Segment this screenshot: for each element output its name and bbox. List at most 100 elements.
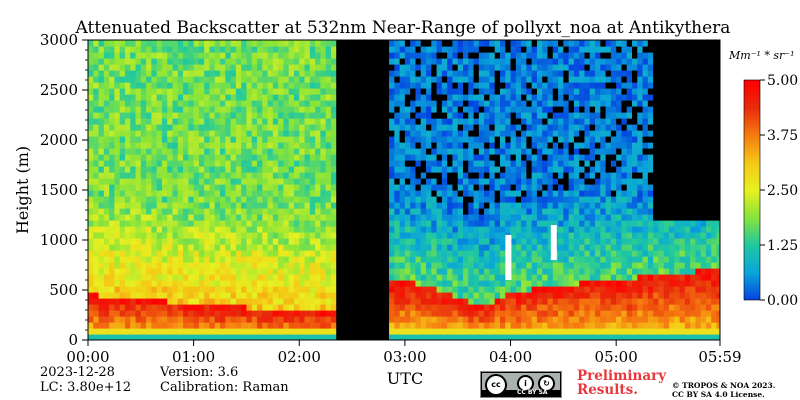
heatmap-cell xyxy=(610,268,617,275)
heatmap-cell xyxy=(88,82,94,89)
heatmap-cell xyxy=(431,172,438,179)
heatmap-cell xyxy=(119,268,126,275)
heatmap-cell xyxy=(241,76,248,83)
heatmap-cell xyxy=(584,124,591,131)
heatmap-cell xyxy=(420,82,427,89)
heatmap-cell xyxy=(204,274,211,281)
heatmap-cell xyxy=(320,160,327,167)
heatmap-cell xyxy=(499,280,506,287)
heatmap-cell xyxy=(283,244,290,251)
heatmap-cell xyxy=(214,184,221,191)
heatmap-cell xyxy=(510,88,517,95)
heatmap-cell xyxy=(457,244,464,251)
heatmap-cell xyxy=(315,178,321,185)
heatmap-cell xyxy=(463,184,469,191)
heatmap-cell xyxy=(447,196,454,203)
heatmap-cell xyxy=(320,262,327,269)
heatmap-cell xyxy=(304,208,311,215)
heatmap-cell xyxy=(367,112,374,119)
heatmap-cell xyxy=(230,232,237,239)
heatmap-cell xyxy=(579,268,586,275)
heatmap-cell xyxy=(278,250,285,257)
heatmap-cell xyxy=(209,94,216,101)
heatmap-cell xyxy=(568,280,575,287)
heatmap-cell xyxy=(124,334,131,340)
heatmap-cell xyxy=(610,304,617,311)
heatmap-cell xyxy=(531,148,538,155)
heatmap-cell xyxy=(378,310,385,317)
heatmap-cell xyxy=(230,190,237,197)
heatmap-cell xyxy=(293,226,300,233)
heatmap-cell xyxy=(426,76,432,83)
heatmap-cell xyxy=(278,52,285,59)
heatmap-cell xyxy=(204,136,211,143)
heatmap-cell xyxy=(98,202,105,209)
heatmap-cell xyxy=(183,334,189,340)
heatmap-cell xyxy=(124,70,131,77)
heatmap-cell xyxy=(420,274,427,281)
heatmap-cell xyxy=(431,124,438,131)
heatmap-cell xyxy=(373,328,380,335)
heatmap-cell xyxy=(330,82,337,89)
heatmap-cell xyxy=(188,334,195,340)
heatmap-cell xyxy=(119,160,126,167)
heatmap-cell xyxy=(542,130,549,137)
heatmap-cell xyxy=(220,76,226,83)
heatmap-cell xyxy=(251,250,258,257)
heatmap-cell xyxy=(389,214,395,221)
heatmap-cell xyxy=(547,142,554,149)
heatmap-cell xyxy=(172,148,179,155)
heatmap-cell xyxy=(198,82,205,89)
heatmap-cell xyxy=(505,334,512,340)
heatmap-cell xyxy=(579,154,586,161)
heatmap-cell xyxy=(526,274,533,281)
heatmap-cell xyxy=(188,124,195,131)
heatmap-cell xyxy=(177,70,184,77)
heatmap-cell xyxy=(447,262,454,269)
heatmap-cell xyxy=(130,304,137,311)
heatmap-cell xyxy=(473,112,480,119)
heatmap-cell xyxy=(109,250,116,257)
heatmap-cell xyxy=(352,136,358,143)
heatmap-cell xyxy=(177,172,184,179)
heatmap-cell xyxy=(325,160,332,167)
heatmap-cell xyxy=(394,112,401,119)
heatmap-cell xyxy=(267,202,274,209)
heatmap-cell xyxy=(225,214,232,221)
heatmap-cell xyxy=(103,148,110,155)
heatmap-cell xyxy=(262,46,269,53)
heatmap-cell xyxy=(610,226,617,233)
heatmap-cell xyxy=(193,304,200,311)
heatmap-cell xyxy=(584,76,591,83)
heatmap-cell xyxy=(257,262,263,269)
heatmap-cell xyxy=(468,244,475,251)
heatmap-cell xyxy=(283,46,290,53)
heatmap-cell xyxy=(124,124,131,131)
heatmap-cell xyxy=(399,262,406,269)
heatmap-cell xyxy=(272,274,279,281)
heatmap-cell xyxy=(352,148,358,155)
heatmap-cell xyxy=(235,172,242,179)
heatmap-cell xyxy=(410,208,417,215)
heatmap-cell xyxy=(320,154,327,161)
heatmap-cell xyxy=(410,214,417,221)
heatmap-cell xyxy=(109,226,116,233)
heatmap-cell xyxy=(457,70,464,77)
heatmap-cell xyxy=(605,154,612,161)
heatmap-cell xyxy=(188,274,195,281)
heatmap-cell xyxy=(230,178,237,185)
heatmap-cell xyxy=(404,262,411,269)
heatmap-cell xyxy=(257,58,263,65)
heatmap-cell xyxy=(109,52,116,59)
heatmap-cell xyxy=(288,226,295,233)
heatmap-cell xyxy=(288,172,295,179)
heatmap-cell xyxy=(230,58,237,65)
heatmap-cell xyxy=(267,190,274,197)
heatmap-cell xyxy=(362,46,369,53)
heatmap-cell xyxy=(103,214,110,221)
heatmap-cell xyxy=(389,298,395,305)
heatmap-cell xyxy=(278,76,285,83)
heatmap-cell xyxy=(610,106,617,113)
heatmap-cell xyxy=(526,304,533,311)
heatmap-cell xyxy=(336,262,343,269)
